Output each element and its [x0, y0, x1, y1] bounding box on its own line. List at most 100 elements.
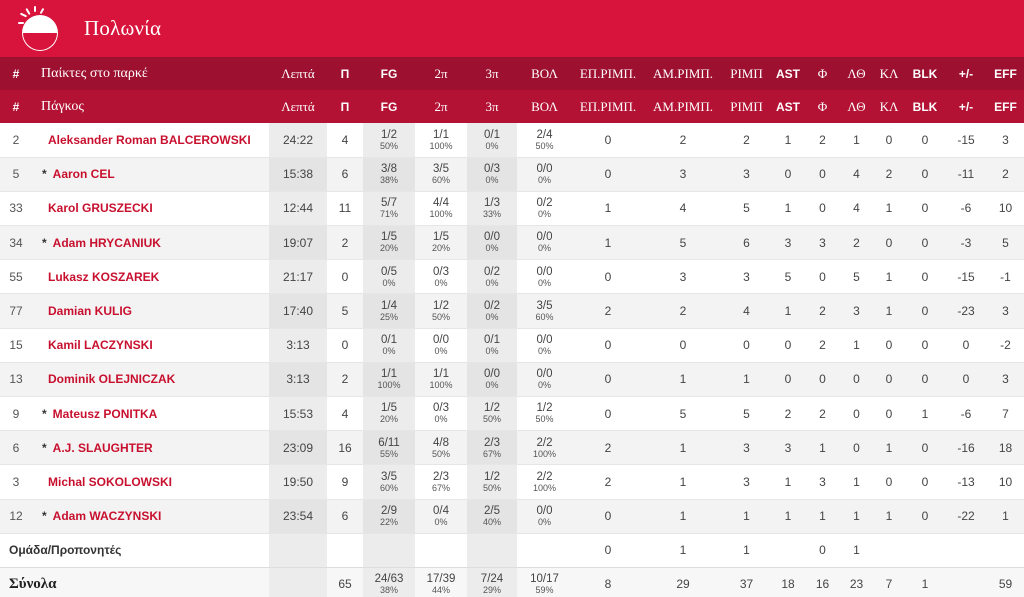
header-efficiency[interactable]: EFF — [994, 66, 1017, 81]
player-name[interactable]: Lukasz KOSZAREK — [48, 269, 160, 284]
header-rebounds[interactable]: ΡΙΜΠ — [730, 65, 763, 81]
header-rebounds[interactable]: ΡΙΜΠ — [730, 98, 763, 114]
player-name-link[interactable]: Aleksander Roman BALCEROWSKI — [32, 123, 269, 157]
header-minutes[interactable]: Λεπτά — [281, 98, 315, 114]
def-rebounds-cell: 1 — [679, 543, 687, 558]
header-minutes[interactable]: Λεπτά — [281, 65, 315, 81]
header-plus-minus[interactable]: +/- — [958, 66, 974, 81]
header-plus-minus[interactable]: +/- — [958, 99, 974, 114]
off-rebounds-cell: 2 — [604, 304, 612, 319]
def-rebounds-cell: 5 — [679, 406, 687, 421]
steals-cell: 2 — [885, 167, 893, 182]
player-name[interactable]: Adam HRYCANIUK — [52, 235, 161, 250]
fouls-cell: 1 — [819, 509, 826, 524]
turnovers-cell: 3 — [853, 304, 860, 319]
table-row: 5 * Aaron CEL 15:38 6 3/8 38% 3/5 60% 0/3 0% 0/0 0% 0… — [0, 157, 1024, 192]
player-name-link[interactable]: * Adam HRYCANIUK — [32, 226, 269, 260]
header-blocks[interactable]: BLK — [912, 66, 938, 81]
two-pt-cell: 17/39 44% — [415, 567, 467, 597]
header-number[interactable]: # — [12, 66, 20, 81]
player-name-link[interactable]: Dominik OLEJNICZAK — [32, 362, 269, 396]
free-throws-cell: 3/5 60% — [517, 294, 572, 328]
fouls-cell: 0 — [819, 201, 826, 216]
player-name[interactable]: Aleksander Roman BALCEROWSKI — [48, 132, 251, 147]
header-number[interactable]: # — [12, 99, 20, 114]
empty-cell — [517, 533, 572, 567]
header-efficiency[interactable]: EFF — [994, 99, 1017, 114]
steals-cell: 0 — [885, 372, 893, 387]
free-throws-cell: 0/0 0% — [517, 362, 572, 396]
fg-cell: 1/1 100% — [363, 362, 415, 397]
header-fg[interactable]: FG — [380, 66, 398, 81]
player-name[interactable]: Adam WACZYNSKI — [52, 509, 162, 524]
fg-cell-percentage: 38% — [379, 584, 398, 595]
header-steals[interactable]: ΚΛ — [879, 98, 899, 114]
blocks-cell: 0 — [921, 167, 929, 182]
steals-cell: 1 — [885, 440, 893, 455]
plus-minus-cell: -13 — [957, 474, 975, 489]
header-steals[interactable]: ΚΛ — [879, 65, 899, 81]
header-assists[interactable]: AST — [776, 99, 800, 114]
turnovers-cell: 4 — [853, 167, 860, 182]
three-pt-cell-made-attempted: 0/2 — [484, 299, 500, 312]
free-throws-cell-percentage: 0% — [537, 175, 551, 186]
player-name-link[interactable]: Lukasz KOSZAREK — [32, 260, 269, 294]
two-pt-cell: 0/3 0% — [415, 260, 467, 294]
header-fouls[interactable]: Φ — [817, 65, 828, 81]
player-name-link[interactable]: Michal SOKOLOWSKI — [32, 465, 269, 499]
player-name-link[interactable]: Karol GRUSZECKI — [32, 191, 269, 225]
three-pt-cell-percentage: 0% — [485, 346, 499, 357]
player-name[interactable]: Kamil LACZYNSKI — [48, 338, 153, 353]
player-name[interactable]: Mateusz PONITKA — [52, 406, 158, 421]
turnovers-cell: 1 — [853, 474, 860, 489]
player-name[interactable]: Michal SOKOLOWSKI — [48, 474, 173, 489]
header-def-rebounds[interactable]: ΑΜ.ΡΙΜΠ. — [653, 98, 713, 114]
empty-cell — [945, 533, 987, 567]
header-points[interactable]: Π — [340, 66, 350, 81]
rebounds-cell: 3 — [743, 474, 750, 489]
header-fouls[interactable]: Φ — [817, 98, 828, 114]
player-name[interactable]: Aaron CEL — [52, 167, 115, 182]
player-name[interactable]: Dominik OLEJNICZAK — [48, 372, 176, 387]
header-free-throws[interactable]: ΒΟΛ — [531, 65, 558, 81]
three-pt-cell-made-attempted: 0/1 — [484, 333, 500, 346]
header-two-pt[interactable]: 2π — [434, 65, 448, 81]
header-free-throws[interactable]: ΒΟΛ — [531, 98, 558, 114]
player-name-link[interactable]: * Mateusz PONITKA — [32, 397, 269, 431]
header-off-rebounds[interactable]: ΕΠ.ΡΙΜΠ. — [579, 65, 637, 81]
player-name-link[interactable]: * A.J. SLAUGHTER — [32, 431, 269, 465]
header-player[interactable]: Πάγκος — [41, 98, 84, 114]
fg-cell-made-attempted: 1/2 — [381, 128, 397, 141]
player-name-link[interactable]: Kamil LACZYNSKI — [32, 328, 269, 362]
rebounds-cell: 5 — [743, 201, 750, 216]
fouls-cell: 0 — [819, 167, 826, 182]
header-off-rebounds[interactable]: ΕΠ.ΡΙΜΠ. — [579, 98, 637, 114]
header-two-pt[interactable]: 2π — [434, 98, 448, 114]
minutes-cell: 15:53 — [269, 396, 327, 431]
free-throws-cell-made-attempted: 0/2 — [536, 197, 553, 210]
header-assists[interactable]: AST — [776, 66, 800, 81]
plus-minus-cell: -6 — [960, 201, 972, 216]
header-points[interactable]: Π — [340, 99, 350, 114]
header-fg[interactable]: FG — [380, 99, 398, 114]
header-blocks[interactable]: BLK — [912, 99, 938, 114]
rebounds-cell: 4 — [743, 304, 750, 319]
efficiency-cell: 2 — [1002, 167, 1009, 182]
fg-cell-percentage: 100% — [377, 380, 401, 391]
player-name-link[interactable]: Damian KULIG — [32, 294, 269, 328]
header-turnovers[interactable]: ΛΘ — [847, 98, 866, 114]
header-three-pt[interactable]: 3π — [485, 98, 499, 114]
header-player[interactable]: Παίκτες στο παρκέ — [41, 65, 148, 81]
header-turnovers[interactable]: ΛΘ — [847, 65, 866, 81]
fg-cell: 0/5 0% — [363, 259, 415, 294]
player-name[interactable]: Karol GRUSZECKI — [48, 201, 153, 216]
player-name[interactable]: A.J. SLAUGHTER — [52, 440, 153, 455]
player-name-link[interactable]: * Adam WACZYNSKI — [32, 499, 269, 533]
player-name-link[interactable]: * Aaron CEL — [32, 157, 269, 191]
header-three-pt[interactable]: 3π — [485, 65, 499, 81]
header-def-rebounds[interactable]: ΑΜ.ΡΙΜΠ. — [653, 65, 713, 81]
efficiency-cell: -1 — [1000, 269, 1011, 284]
player-name[interactable]: Damian KULIG — [48, 304, 133, 319]
off-rebounds-cell: 1 — [604, 201, 612, 216]
points-cell: 0 — [341, 338, 349, 353]
